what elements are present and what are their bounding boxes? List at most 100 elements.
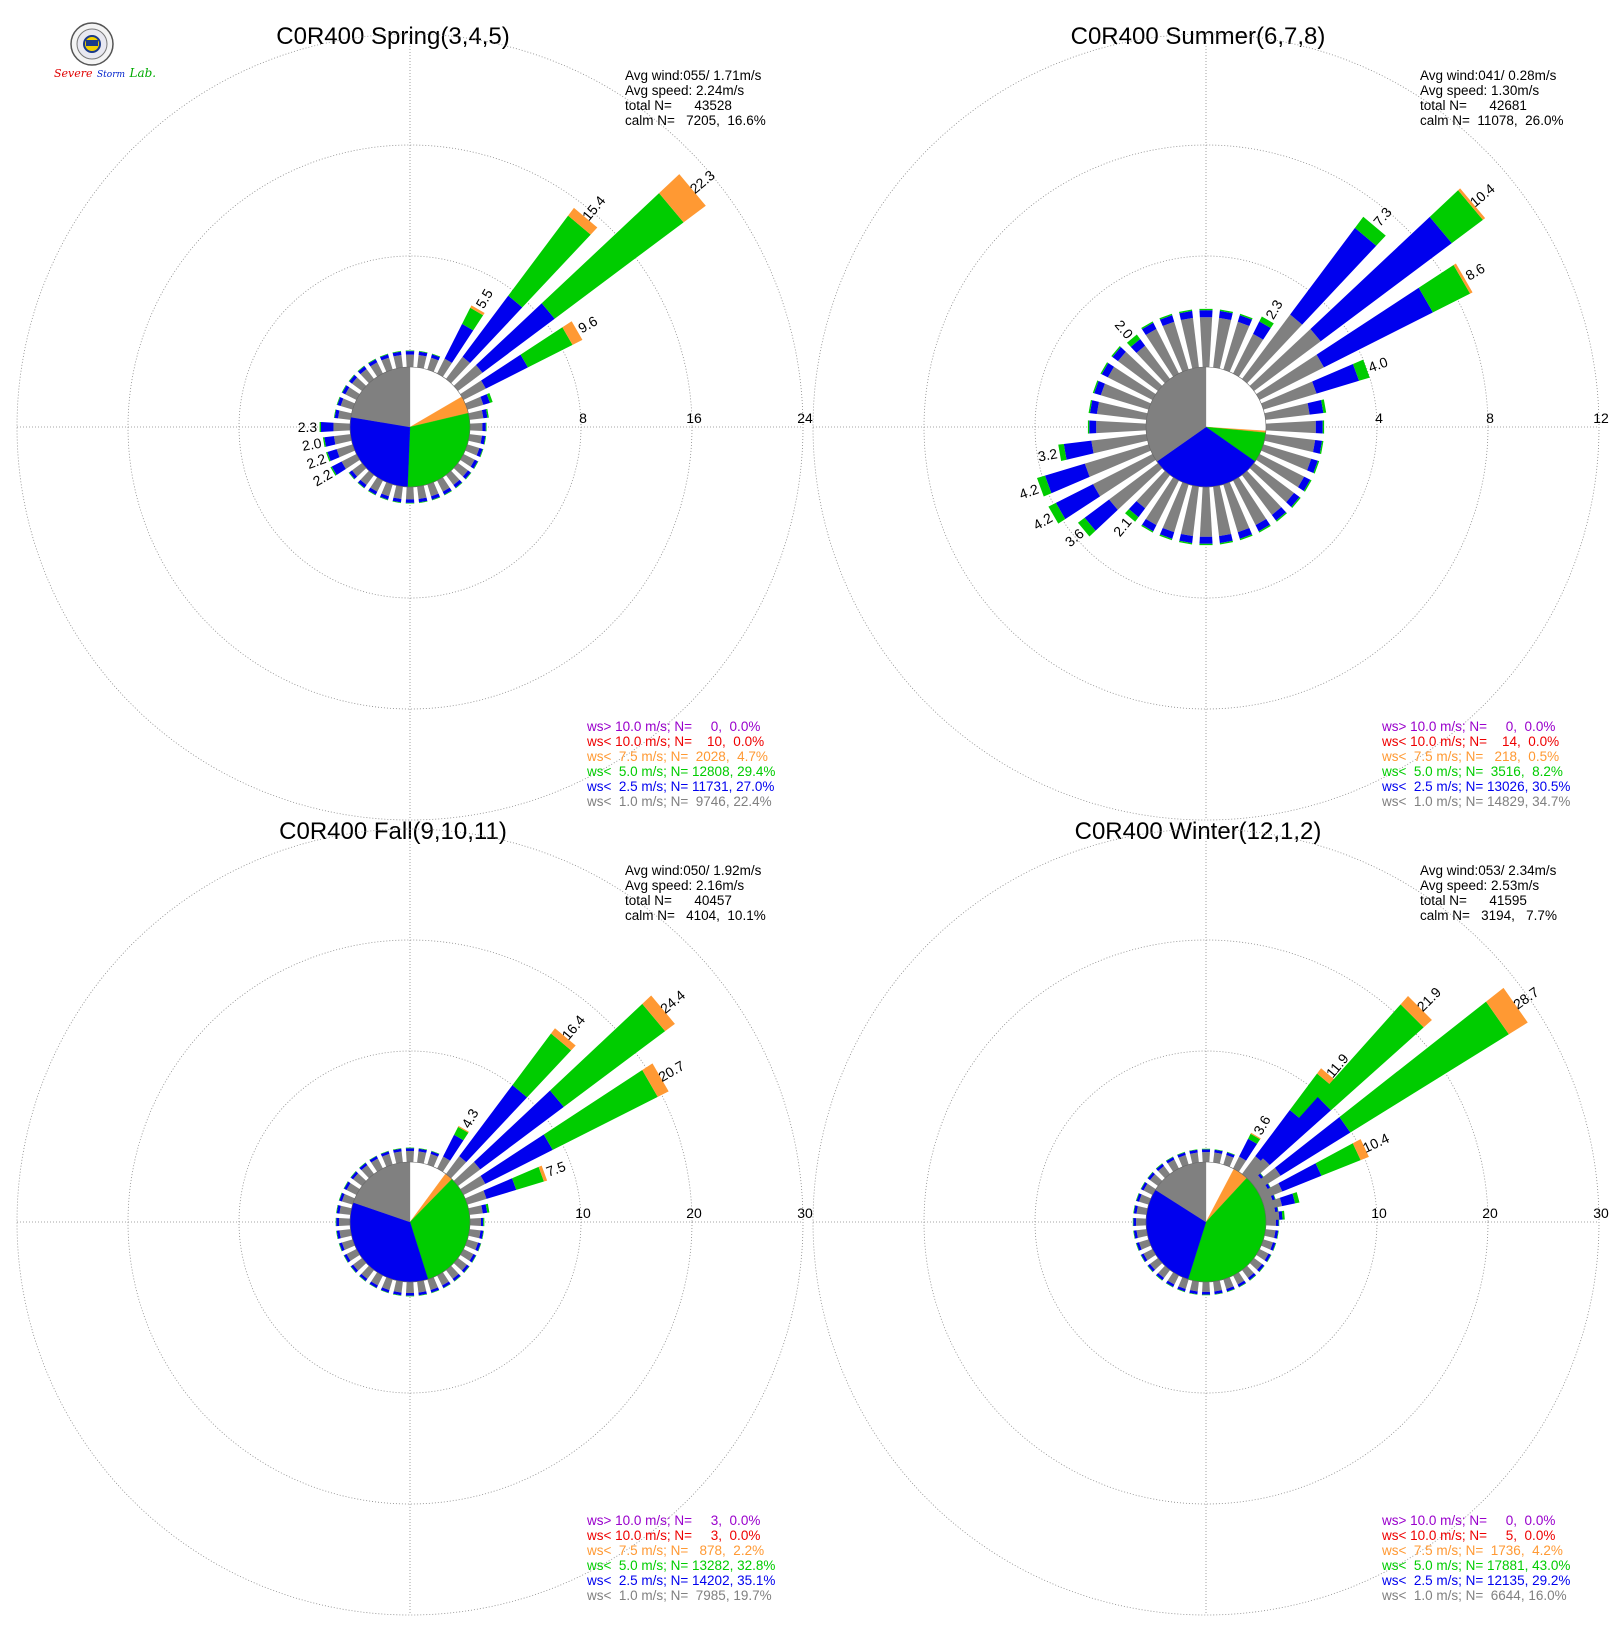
bar-segment-lt2_5 [473,1090,564,1170]
panel-title: C0R400 Summer(6,7,8) [1071,23,1326,50]
bar-segment-lt2_5 [475,1242,481,1252]
bar-segment-lt1 [1233,1156,1247,1172]
bar-segment-lt1 [1223,321,1250,372]
bar-segment-lt2_5 [1130,338,1146,353]
bar-segment-lt1 [1100,383,1151,410]
bar-segment-lt1 [393,355,403,369]
bar-label: 2.2 [304,450,328,472]
bar-segment-lt5 [1178,540,1193,545]
bar-segment-lt5 [1259,316,1274,329]
bar-segment-lt1 [1249,462,1295,503]
bar-segment-lt2_5 [430,1151,440,1157]
bar-segment-lt1 [1261,1239,1274,1250]
bar-segment-lt1 [1136,1206,1148,1215]
bar-segment-lt5 [1352,359,1370,381]
bar-segment-lt1 [1202,1152,1210,1163]
bar-segment-lt1 [437,358,452,377]
bar-segment-lt5 [485,408,489,418]
bar-segment-lt2_5 [1237,528,1253,539]
bar-segment-lt2_5 [349,470,358,479]
legend-entry-lt2-5: ws< 2.5 m/s; N= 14202, 35.1% [586,1573,775,1588]
bar-segment-lt2_5 [358,366,367,375]
bar-segment-lt5 [1272,1193,1277,1201]
bar-segment-lt2_5 [336,1217,340,1227]
bar-segment-lt2_5 [380,354,390,361]
bar-segment-lt1 [1091,434,1148,454]
bar-segment-lt2_5 [1226,1286,1235,1292]
bar-segment-lt5 [454,1126,469,1141]
bar-segment-lt5 [1155,1163,1163,1169]
info-total: total N= 43528 [625,98,732,113]
bar-segment-lt5 [1322,420,1325,434]
bar-segment-lt2_5 [443,1134,464,1161]
bar-segment-lt5 [1126,334,1141,347]
bar-segment-lt7_5 [458,1125,469,1133]
bar-segment-lt5 [1092,380,1099,394]
bar-segment-lt5 [350,1171,357,1178]
windrose-panel-1: C0R400 Spring(3,4,5)8 16 245.515.422.39.62… [16,23,813,821]
bar-segment-lt2_5 [462,295,523,364]
bar-segment-lt7_5 [1453,263,1473,294]
bar-segment-lt2_5 [1179,534,1193,544]
bar-segment-lt5 [462,307,484,331]
bar-segment-lt2_5 [430,1287,440,1293]
bar-segment-lt1 [1258,1183,1283,1200]
info-avg-wind: Avg wind:055/ 1.71m/s [625,68,762,83]
bar-segment-lt1 [360,470,375,486]
bar-segment-lt1 [346,1249,360,1261]
bar-segment-lt5 [368,490,376,496]
bar-segment-lt2_5 [393,1291,402,1296]
bar-segment-lt1 [1233,333,1264,377]
bar-segment-lt1 [1109,462,1163,510]
bar-segment-lt5 [512,1033,572,1098]
bar-segment-lt2_5 [342,385,350,395]
bar-segment-lt2_5 [344,1254,351,1263]
panel-title: C0R400 Winter(12,1,2) [1075,818,1322,845]
pie-outline [1145,1161,1267,1283]
bar-segment-lt2_5 [1201,1291,1211,1295]
bar-segment-lt5 [483,435,487,445]
ring-label: 16 [686,410,702,426]
bar-segment-lt5 [443,1283,451,1289]
bar-segment-lt5 [418,1293,427,1296]
bar-segment-lt2_5 [368,359,378,367]
bar-segment-lt5 [431,496,441,501]
bar-segment-lt5 [1276,512,1287,522]
bar-segment-lt1 [405,486,415,500]
bar-segment-lt5 [1140,1254,1146,1263]
bar-segment-lt5 [335,1217,337,1227]
bar-segment-lt1 [341,454,360,469]
bar-segment-lt1 [437,477,450,492]
bar-segment-lt5 [454,1275,461,1282]
bar-segment-lt1 [1264,1229,1276,1238]
legend-entry-lt10: ws< 10.0 m/s; N= 3, 0.0% [586,1528,760,1543]
bar-segment-lt2_5 [1101,362,1114,378]
bar-segment-lt5 [1276,1205,1279,1214]
bar-segment-lt5 [512,1166,544,1190]
bar-segment-lt2_5 [1219,310,1233,320]
bar-segment-lt2_5 [321,422,334,432]
bar-segment-lt1 [351,377,367,392]
bar-label: 3.2 [1037,445,1059,464]
bar-segment-lt5 [359,1275,366,1282]
bar-segment-lt5 [359,1162,366,1169]
legend-entry-gt10: ws> 10.0 m/s; N= 0, 0.0% [586,719,760,734]
bar-segment-lt2_5 [476,447,483,457]
bar-segment-lt1 [341,1239,355,1251]
bar-segment-lt1 [346,1183,360,1195]
bar-segment-lt2_5 [462,470,471,479]
bar-segment-lt5 [1219,540,1234,545]
bar-segment-lt2_5 [480,1217,484,1227]
bar-segment-lt2_5 [1278,1163,1322,1192]
bar-segment-lt5 [1087,420,1090,434]
bar-segment-lt2_5 [482,422,486,432]
bar-segment-lt1 [1249,328,1321,392]
bar-segment-lt1 [381,357,393,372]
bar-segment-lt2_5 [324,436,336,447]
bar-segment-lt2_5 [1179,310,1193,320]
bar-label: 4.0 [1366,353,1390,375]
bar-segment-lt2_5 [1290,227,1377,325]
bar-segment-lt5 [1354,216,1386,246]
bar-segment-lt2_5 [1214,1290,1223,1295]
